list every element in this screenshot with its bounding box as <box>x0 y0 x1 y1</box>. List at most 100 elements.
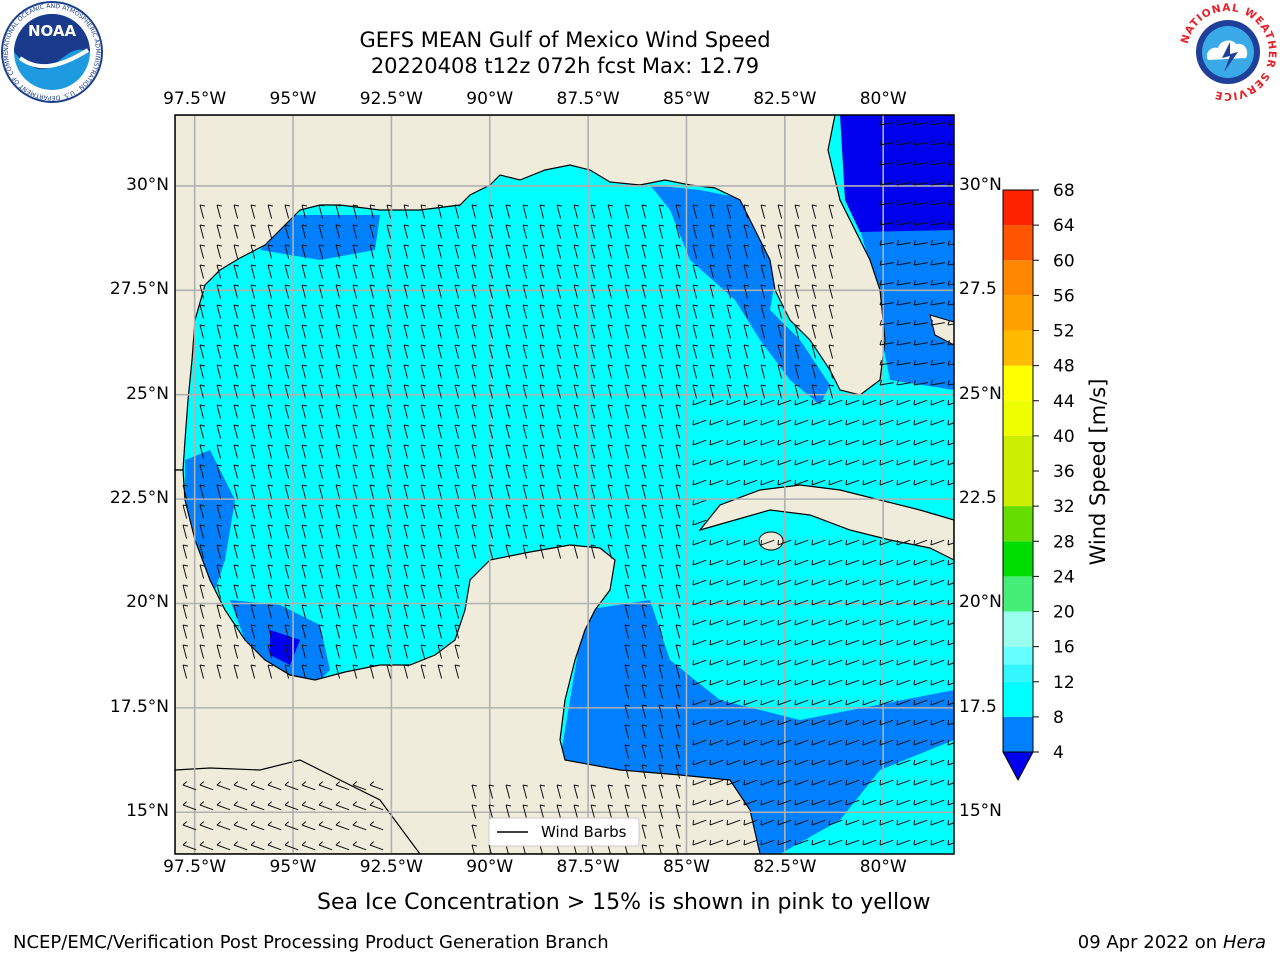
wind-barb <box>896 240 911 246</box>
wind-barb <box>199 544 205 559</box>
wind-barb <box>250 384 256 399</box>
wind-barb <box>352 604 358 619</box>
wind-barb <box>641 784 647 799</box>
wind-barb <box>777 539 792 546</box>
wind-barb <box>913 759 928 766</box>
wind-barb <box>896 160 911 166</box>
wind-barb <box>488 424 494 439</box>
wind-barb <box>743 759 758 766</box>
wind-barb <box>743 439 758 446</box>
wind-barb <box>658 384 664 399</box>
wind-barb <box>777 839 792 846</box>
map-plot-area <box>175 115 954 854</box>
wind-barb <box>862 839 877 846</box>
wind-barb <box>811 324 817 339</box>
wind-barb <box>318 781 333 791</box>
wind-barb <box>658 624 664 639</box>
wind-barb <box>233 644 239 659</box>
wind-barb <box>760 304 766 319</box>
lon-label-bottom: 82.5°W <box>753 857 817 877</box>
wind-barb <box>335 564 341 579</box>
wind-barb <box>318 644 324 659</box>
wind-barb <box>301 841 316 851</box>
wind-barb <box>947 200 954 206</box>
wind-barb <box>879 160 894 166</box>
wind-barb <box>624 264 630 279</box>
lon-label-bottom: 90°W <box>466 857 514 877</box>
wind-barb <box>947 380 954 386</box>
wind-barb <box>794 384 800 399</box>
wind-barb <box>794 204 800 219</box>
wind-barb <box>233 364 239 379</box>
wind-barb <box>913 399 928 406</box>
wind-barb <box>658 604 664 619</box>
wind-barb <box>318 841 333 851</box>
wind-barb <box>947 679 954 686</box>
wind-barb <box>811 304 817 319</box>
wind-barb <box>335 244 341 259</box>
wind-barb <box>947 579 954 586</box>
colorbar-segment <box>1003 506 1033 542</box>
wind-barb <box>879 799 894 806</box>
wind-barb <box>692 619 707 626</box>
wind-barb <box>879 140 894 146</box>
wind-barb <box>216 404 222 419</box>
wind-barb <box>726 399 741 406</box>
wind-barb <box>760 364 766 379</box>
wind-barb <box>199 424 205 439</box>
wind-barb <box>641 504 647 519</box>
legend-label: Wind Barbs <box>541 823 627 841</box>
wind-barb <box>624 764 630 779</box>
wind-barb <box>726 284 732 299</box>
wind-barb <box>896 120 911 126</box>
wind-barb <box>267 524 273 539</box>
wind-barb <box>267 224 273 239</box>
wind-barb <box>777 639 792 646</box>
wind-barb <box>488 204 494 219</box>
wind-barb <box>641 604 647 619</box>
wind-barb <box>675 244 681 259</box>
wind-barb <box>216 821 231 831</box>
wind-barb <box>743 639 758 646</box>
wind-barb <box>369 204 375 219</box>
wind-barb <box>845 459 860 466</box>
wind-barb <box>879 779 894 786</box>
wind-barb <box>233 304 239 319</box>
wind-barb <box>250 624 256 639</box>
wind-barb <box>930 639 945 646</box>
wind-barb <box>471 444 477 459</box>
wind-barb <box>913 180 928 186</box>
wind-barb <box>369 464 375 479</box>
wind-barb <box>845 659 860 666</box>
wind-barb <box>250 841 265 851</box>
lon-label-bottom: 97.5°W <box>163 857 227 877</box>
wind-barb <box>267 284 273 299</box>
wind-barb <box>675 504 681 519</box>
wind-barb <box>692 204 698 219</box>
wind-barb <box>318 484 324 499</box>
wind-barb <box>522 444 528 459</box>
wind-barb <box>845 559 860 566</box>
wind-barb <box>216 781 231 791</box>
wind-barb <box>539 264 545 279</box>
colorbar-segment <box>1003 225 1033 261</box>
wind-barb <box>437 304 443 319</box>
wind-barb <box>573 324 579 339</box>
wind-barb <box>760 679 775 686</box>
wind-barb <box>284 304 290 319</box>
wind-barb <box>828 204 834 219</box>
wind-barb <box>386 644 392 659</box>
water-4-8-region <box>560 600 954 854</box>
wind-barb <box>658 324 664 339</box>
wind-barb <box>522 784 528 799</box>
wind-barb <box>318 204 324 219</box>
wind-barb <box>624 724 630 739</box>
wind-barb <box>743 384 749 399</box>
wind-barb <box>199 224 205 239</box>
wind-barb <box>743 599 758 606</box>
wind-barb <box>726 264 732 279</box>
wind-barb <box>811 779 826 786</box>
wind-barb <box>709 399 724 406</box>
lat-label-left: 22.5°N <box>109 488 169 509</box>
wind-barb <box>794 779 809 786</box>
